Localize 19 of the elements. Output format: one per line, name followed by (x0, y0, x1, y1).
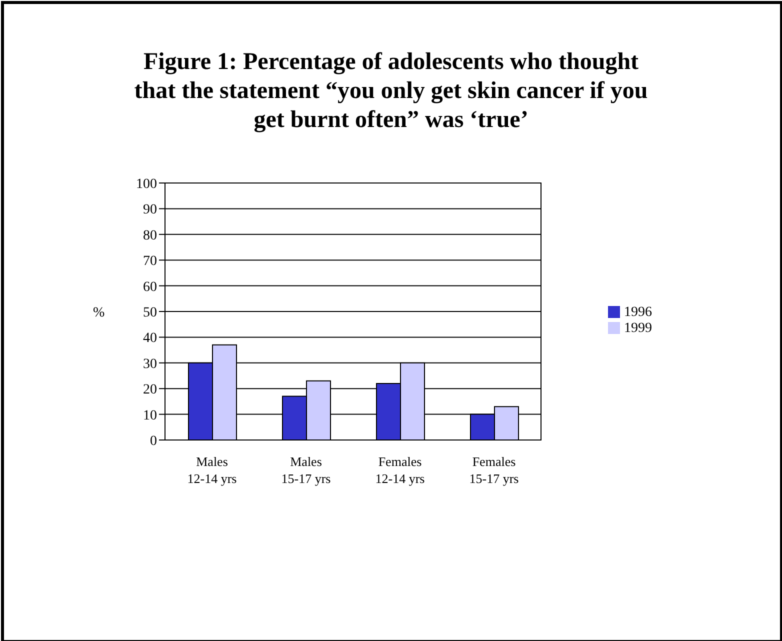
y-axis-title: % (93, 305, 105, 320)
y-tick-label: 30 (143, 356, 157, 372)
y-tick-label: 20 (143, 382, 157, 398)
y-tick-label: 10 (143, 408, 157, 424)
chart-title: Figure 1: Percentage of adolescents who thought that the statement “you only get skin cancer if you get burnt often” was ‘true’ (133, 48, 649, 135)
y-tick-label: 80 (143, 228, 157, 244)
y-tick-label: 60 (143, 280, 157, 295)
x-tick-label: Males 15-17 yrs (281, 454, 331, 486)
y-tick-label: 70 (143, 254, 157, 270)
x-tick-label: Females 15-17 yrs (469, 454, 519, 486)
x-tick-label: Females 12-14 yrs (375, 454, 425, 486)
y-tick-label: 100 (136, 176, 157, 192)
y-tick-label: 50 (143, 305, 157, 320)
y-tick-label: 0 (150, 434, 157, 449)
legend-label: 1996 (624, 304, 652, 320)
y-tick-label: 40 (143, 331, 157, 346)
x-tick-label: Males 12-14 yrs (187, 454, 237, 486)
y-tick-label: 90 (143, 202, 157, 218)
legend-label: 1999 (624, 320, 652, 336)
